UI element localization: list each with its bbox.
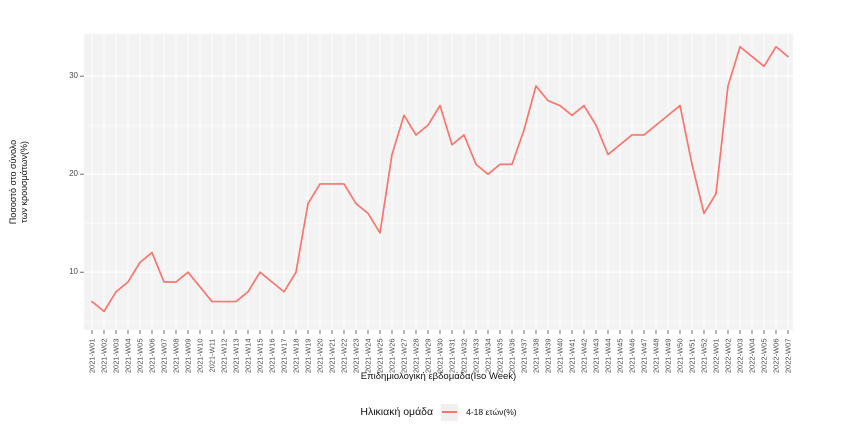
legend: Ηλικιακή ομάδα 4-18 ετών(%)	[84, 402, 793, 422]
y-tick-label: 10	[69, 267, 78, 277]
y-tick-label: 20	[69, 169, 78, 179]
legend-title: Ηλικιακή ομάδα	[360, 406, 434, 418]
series-line	[91, 45, 789, 313]
legend-line-icon	[442, 410, 458, 414]
legend-entry-label: 4-18 ετών(%)	[466, 407, 517, 417]
y-tick-label: 30	[69, 71, 78, 81]
legend-key	[441, 403, 459, 421]
panel-background	[84, 34, 793, 330]
x-axis-title: Επιδημιολογική εβδομάδα(Iso Week)	[360, 371, 517, 382]
y-axis-title: Ποσοστό στο σύνολο των κρουσμάτων(%)	[8, 139, 29, 225]
